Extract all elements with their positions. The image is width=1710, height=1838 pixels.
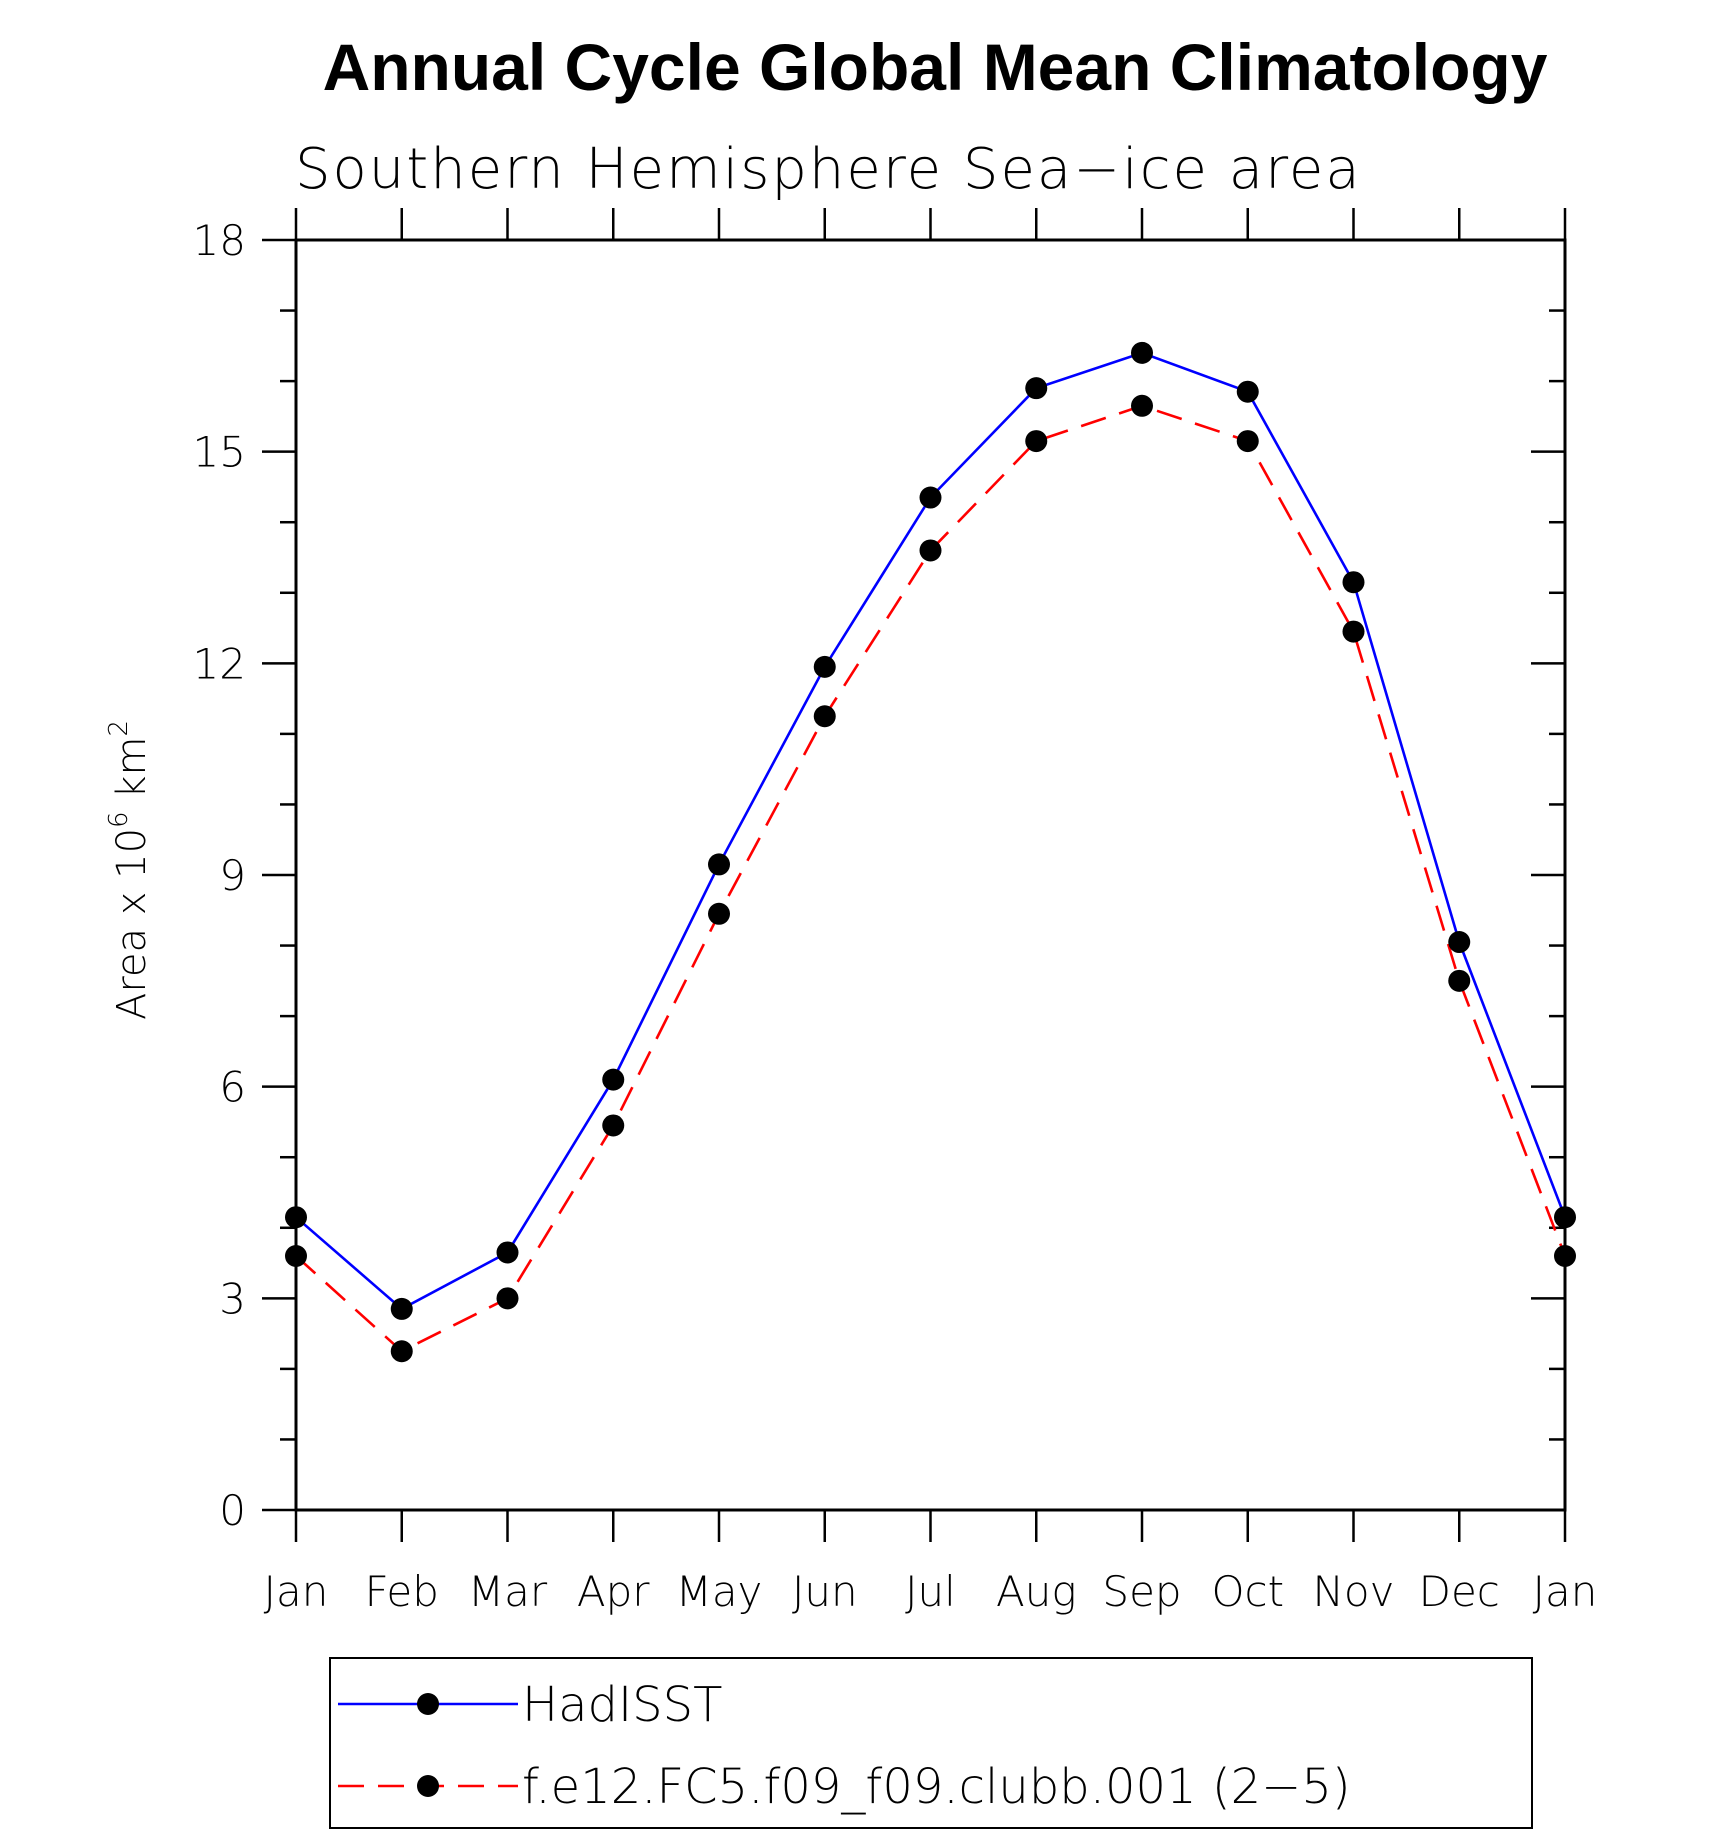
chart-title: Annual Cycle Global Mean Climatology: [323, 30, 1548, 104]
x-tick-label: Nov: [1313, 1567, 1395, 1616]
data-point: [1448, 931, 1471, 954]
legend-box: [329, 1657, 1533, 1829]
y-tick-label: 12: [193, 639, 246, 688]
y-tick-label: 18: [193, 216, 246, 265]
data-point: [496, 1287, 519, 1310]
data-point: [1342, 571, 1365, 594]
y-axis-label-base: Area x 10: [109, 828, 155, 1020]
y-tick-label: 3: [219, 1274, 246, 1323]
y-tick-label: 9: [219, 851, 246, 900]
x-tick-label: Jan: [264, 1567, 329, 1616]
data-point: [1236, 430, 1259, 453]
x-tick-label: Oct: [1211, 1567, 1284, 1616]
y-tick-label: 6: [219, 1063, 246, 1112]
legend-marker: [417, 1775, 439, 1797]
data-point: [390, 1340, 413, 1363]
data-point: [285, 1206, 307, 1229]
data-point: [1131, 341, 1153, 364]
data-point: [1131, 394, 1153, 417]
data-point: [708, 902, 730, 925]
data-point: [602, 1068, 625, 1091]
y-tick-label: 15: [193, 428, 246, 477]
data-point: [1448, 969, 1471, 992]
plot-frame: [294, 238, 1567, 1512]
data-point: [1554, 1206, 1576, 1229]
data-point: [1025, 377, 1048, 400]
data-point: [813, 655, 836, 678]
x-tick-label: May: [676, 1567, 763, 1616]
data-point: [813, 705, 836, 728]
plot-area: 0 3 6 9 12 15 18 Jan Feb Mar Apr May Jun Jul Aug Sep Oct…: [193, 208, 1598, 1616]
data-point: [919, 539, 942, 562]
y-axis-label: Area x 106 km2: [104, 720, 155, 1020]
x-tick-label: Sep: [1102, 1567, 1181, 1616]
data-point: [496, 1241, 519, 1264]
legend-label: f.e12.FC5.f09_f09.clubb.001 (2−5): [522, 1759, 1351, 1815]
x-tick-label: Apr: [577, 1567, 650, 1616]
x-tick-label: Jun: [792, 1567, 858, 1616]
data-point: [390, 1297, 413, 1320]
y-tick-label: 0: [219, 1486, 246, 1535]
y-axis-label-exp2: 2: [104, 720, 134, 737]
legend-label: HadISST: [522, 1677, 722, 1733]
x-tick-label: Jul: [905, 1567, 956, 1616]
data-point: [1025, 430, 1048, 453]
data-point: [1342, 620, 1365, 643]
y-axis-label-exp1: 6: [104, 811, 134, 828]
data-point: [602, 1114, 625, 1137]
x-tick-label: Dec: [1419, 1567, 1500, 1616]
x-tick-label: Feb: [365, 1567, 439, 1616]
x-tick-label: Aug: [996, 1567, 1077, 1616]
data-point: [1236, 380, 1259, 403]
chart-subtitle: Southern Hemisphere Sea−ice area: [295, 137, 1362, 202]
y-axis-label-unit: km: [109, 737, 155, 812]
data-point: [1554, 1245, 1576, 1267]
x-tick-label: Jan: [1533, 1567, 1598, 1616]
x-tick-label: Mar: [468, 1567, 548, 1616]
legend-marker: [417, 1693, 439, 1715]
data-point: [285, 1245, 307, 1267]
data-point: [708, 853, 730, 876]
data-point: [919, 486, 942, 509]
legend: HadISST f.e12.FC5.f09_f09.clubb.001 (2−5): [329, 1657, 1533, 1829]
